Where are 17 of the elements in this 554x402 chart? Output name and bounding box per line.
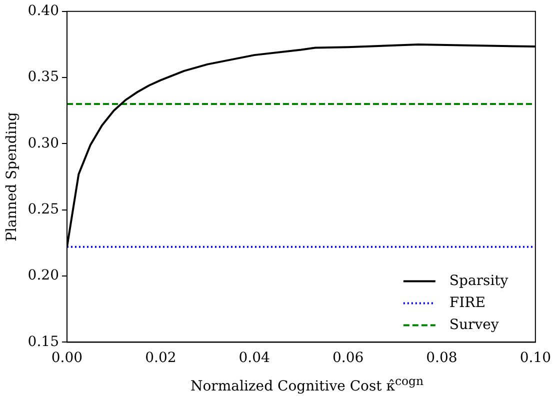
- y-tick-label: 0.25: [28, 202, 59, 218]
- y-tick-label: 0.35: [28, 69, 59, 86]
- y-tick-label: 0.15: [28, 334, 59, 350]
- x-tick-label: 0.04: [238, 350, 270, 366]
- legend-label: FIRE: [449, 294, 486, 311]
- x-tick-label: 0.08: [426, 350, 458, 366]
- legend-label: Survey: [449, 316, 499, 333]
- x-tick-label: 0.10: [520, 350, 551, 366]
- x-tick-label: 0.00: [51, 350, 83, 366]
- legend-label: Sparsity: [449, 272, 508, 289]
- y-tick-label: 0.20: [28, 268, 59, 284]
- x-tick-label: 0.02: [145, 350, 176, 366]
- y-tick-label: 0.30: [28, 135, 59, 152]
- x-tick-label: 0.06: [332, 350, 364, 366]
- x-axis-title: Normalized Cognitive Cost κ̂$^{cogn}$: [189, 373, 425, 397]
- y-axis-title: Planned Spending: [4, 112, 20, 242]
- y-tick-label: 0.40: [28, 3, 59, 20]
